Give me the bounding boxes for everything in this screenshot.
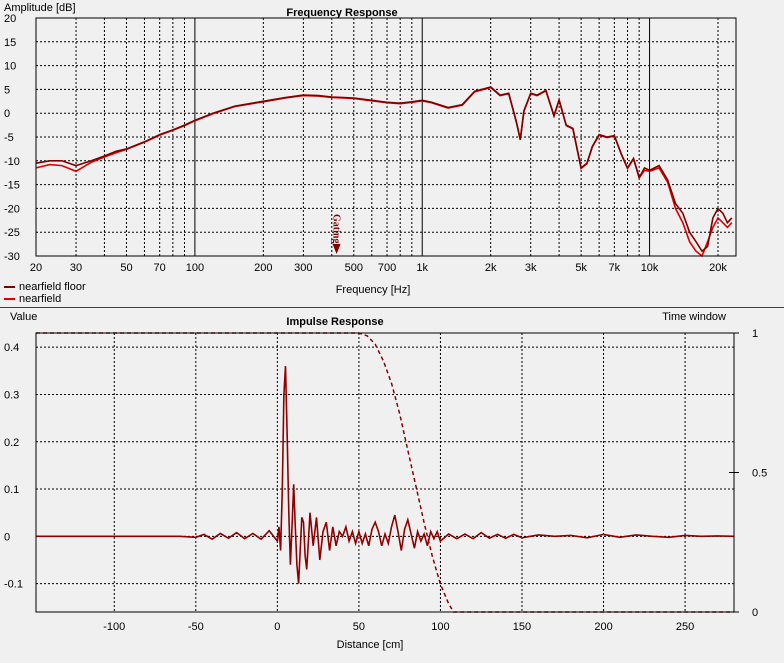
fr-x-tick-label: 7k (609, 262, 621, 274)
ir-x-tick-label: 0 (274, 621, 280, 633)
panel-divider (0, 307, 784, 308)
ir-plot-frame (35, 332, 735, 613)
fr-plot-frame (35, 17, 737, 257)
ir-y2-tick-label: 0 (752, 607, 758, 619)
ir-y-tick-label: 0.4 (4, 342, 19, 354)
legend-item-nearfield[interactable]: nearfield (4, 293, 86, 305)
ir-y-tick-label: 0 (4, 531, 10, 543)
fr-legend: nearfield floor nearfield (4, 281, 86, 305)
ir-series-impulse (36, 366, 735, 584)
fr-x-tick-label: 10k (641, 262, 659, 274)
ir-y2-tick-label: 0.5 (752, 468, 767, 480)
ir-x-tick-label: 150 (513, 621, 531, 633)
fr-x-tick-label: 20 (30, 262, 42, 274)
fr-x-tick-label: 100 (186, 262, 204, 274)
fr-x-tick-label: 3k (525, 262, 537, 274)
fr-x-tick-label: 50 (120, 262, 132, 274)
legend-swatch-nearfield (4, 298, 15, 300)
ir-x-tick-label: 50 (353, 621, 365, 633)
ir-y-tick-label: 0.1 (4, 484, 19, 496)
fr-y-tick-label: 15 (4, 37, 16, 49)
fr-x-tick-label: 300 (294, 262, 312, 274)
frequency-response-chart: Amplitude [dB] Frequency Response Freque… (4, 2, 737, 296)
ir-x-tick-label: -100 (103, 621, 125, 633)
ir-title: Impulse Response (286, 316, 383, 328)
fr-y-tick-label: -15 (4, 180, 20, 192)
fr-x-tick-label: 30 (70, 262, 82, 274)
fr-x-tick-label: 1k (416, 262, 428, 274)
fr-x-tick-label: 2k (485, 262, 497, 274)
fr-y-tick-label: 0 (4, 108, 10, 120)
ir-series-time-window (36, 332, 734, 613)
ir-xlabel: Distance [cm] (337, 639, 404, 651)
legend-label-nearfield: nearfield (19, 293, 62, 305)
fr-ylabel: Amplitude [dB] (4, 2, 76, 14)
fr-title: Frequency Response (286, 7, 397, 19)
ir-ylabel: Value (10, 311, 37, 323)
fr-x-tick-label: 70 (154, 262, 166, 274)
ir-y-tick-label: 0.3 (4, 389, 19, 401)
fr-x-tick-label: 200 (254, 262, 272, 274)
ir-x-tick-label: 200 (594, 621, 612, 633)
legend-swatch-nearfield-floor (4, 286, 15, 288)
fr-y-tick-label: -10 (4, 156, 20, 168)
ir-y2-tick-label: 1 (752, 328, 758, 340)
gating-marker-icon[interactable] (332, 244, 341, 254)
fr-x-tick-label: 5k (575, 262, 587, 274)
ir-x-tick-label: -50 (188, 621, 204, 633)
legend-label-nearfield-floor: nearfield floor (19, 281, 86, 293)
fr-series-nearfield-floor (35, 86, 733, 253)
fr-x-tick-label: 500 (345, 262, 363, 274)
ir-x-tick-label: 100 (431, 621, 449, 633)
ir-y-tick-label: -0.1 (4, 579, 23, 591)
fr-x-tick-label: 20k (709, 262, 727, 274)
gating-marker-label: Gating (331, 214, 342, 243)
fr-xlabel: Frequency [Hz] (336, 284, 411, 296)
fr-y-tick-label: -5 (4, 132, 14, 144)
fr-y-tick-label: 10 (4, 61, 16, 73)
fr-y-tick-label: 20 (4, 13, 16, 25)
fr-y-tick-label: 5 (4, 84, 10, 96)
ir-y-tick-label: 0.2 (4, 437, 19, 449)
fr-y-tick-label: -30 (4, 251, 20, 263)
fr-x-tick-label: 700 (378, 262, 396, 274)
ir-x-tick-label: 250 (676, 621, 694, 633)
ir-y2label: Time window (662, 311, 726, 323)
fr-y-tick-label: -25 (4, 227, 20, 239)
legend-item-nearfield-floor[interactable]: nearfield floor (4, 281, 86, 293)
fr-y-tick-label: -20 (4, 203, 20, 215)
